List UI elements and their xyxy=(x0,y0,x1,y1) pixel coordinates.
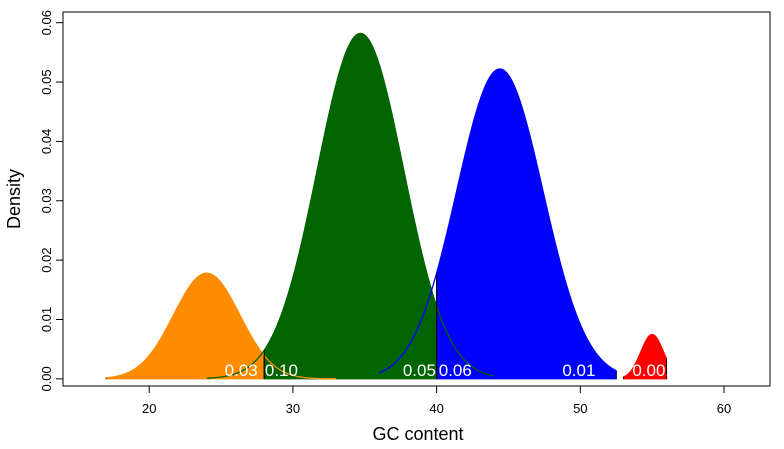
y-tick-label: 0.05 xyxy=(39,69,54,94)
density-curve-1 xyxy=(106,272,337,380)
y-axis-label: Density xyxy=(4,169,24,229)
overlap-annotation: 0.05 xyxy=(403,361,436,380)
y-tick-label: 0.02 xyxy=(39,247,54,272)
density-outlines xyxy=(106,32,617,380)
y-tick-label: 0.00 xyxy=(39,366,54,391)
overlap-annotation: 0.10 xyxy=(265,361,298,380)
x-tick-label: 50 xyxy=(573,401,587,416)
density-area-4 xyxy=(622,333,668,380)
x-tick-label: 60 xyxy=(717,401,731,416)
x-axis-label: GC content xyxy=(372,424,463,444)
x-tick-label: 20 xyxy=(142,401,156,416)
overlap-annotation: 0.06 xyxy=(439,361,472,380)
overlap-annotation: 0.03 xyxy=(225,361,258,380)
density-curve-2 xyxy=(206,32,495,379)
x-tick-label: 30 xyxy=(286,401,300,416)
region-dividers xyxy=(105,273,668,379)
y-tick-label: 0.03 xyxy=(39,188,54,213)
y-tick-label: 0.06 xyxy=(39,10,54,35)
y-axis: 0.00 0.01 0.02 0.03 0.04 0.05 0.06 xyxy=(39,10,64,392)
y-tick-label: 0.01 xyxy=(39,307,54,332)
y-tick-label: 0.04 xyxy=(39,129,54,154)
x-axis: 20 30 40 50 60 xyxy=(142,385,731,416)
overlap-annotation: 0.01 xyxy=(562,361,595,380)
density-curve-3 xyxy=(378,68,617,374)
x-tick-label: 40 xyxy=(429,401,443,416)
overlap-annotation: 0.001 xyxy=(632,361,675,380)
overlap-annotations: 0.03 0.10 0.05 0.06 0.01 0.001 xyxy=(225,361,675,380)
